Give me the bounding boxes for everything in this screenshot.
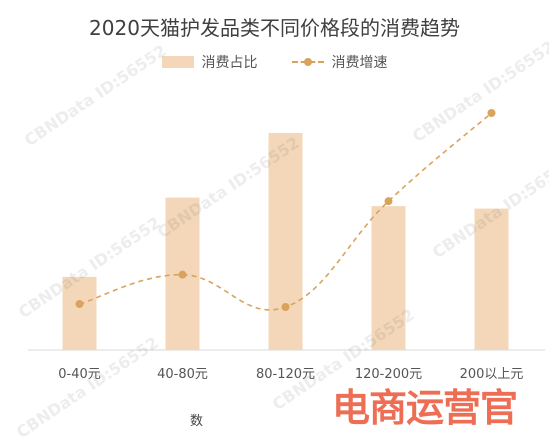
line-point (75, 300, 84, 309)
line-point (281, 303, 290, 311)
bar (62, 276, 97, 350)
line-point (384, 197, 393, 206)
legend-swatch-line (291, 58, 324, 66)
bar (268, 133, 303, 350)
legend-label-share: 消费占比 (201, 55, 258, 71)
source-label: 数 (190, 414, 204, 429)
x-tick-label: 0-40元 (58, 367, 101, 382)
line-point (178, 270, 187, 279)
legend-label-growth: 消费增速 (331, 55, 388, 71)
legend-item-growth: 消费增速 (291, 52, 388, 72)
x-tick-label: 80-120元 (256, 367, 315, 382)
legend-swatch-bar (161, 56, 194, 68)
line-point (487, 109, 496, 117)
bar (371, 206, 406, 350)
chart-title: 2020天猫护发品类不同价格段的消费趋势 (89, 16, 460, 40)
legend: 消费占比 消费增速 (0, 52, 549, 72)
x-tick-label: 200以上元 (460, 367, 524, 382)
x-tick-label: 40-80元 (157, 367, 208, 382)
legend-item-share: 消费占比 (161, 52, 258, 72)
bar (474, 208, 509, 350)
x-tick-label: 120-200元 (355, 367, 422, 382)
